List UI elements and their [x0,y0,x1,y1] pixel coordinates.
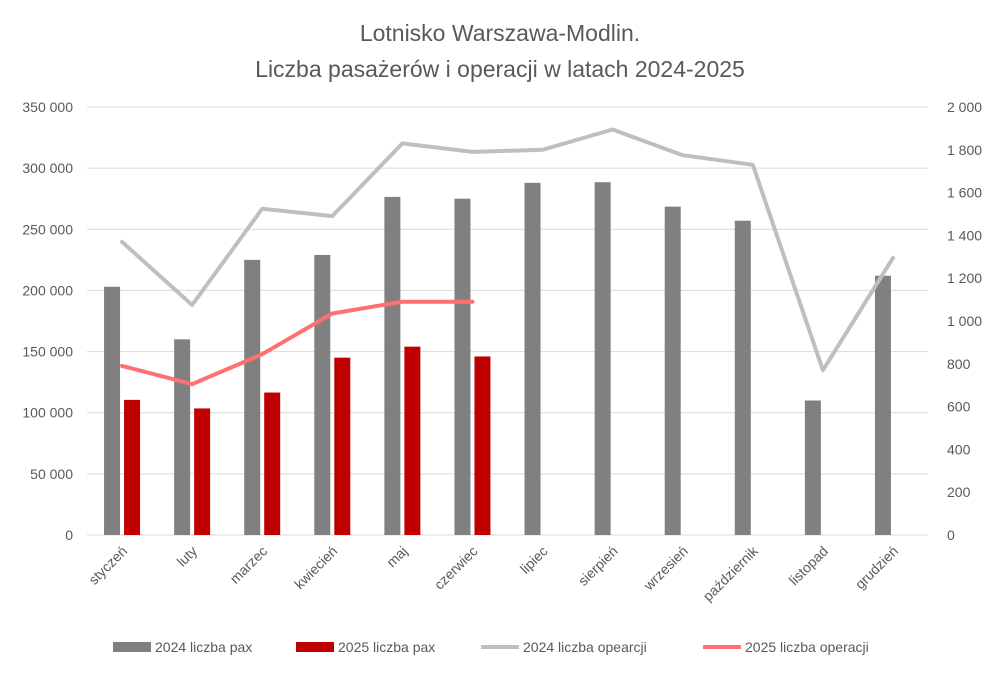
gridlines [87,106,928,536]
x-tick-label: sierpień [575,543,621,589]
bar [124,399,141,535]
left-tick-label: 250 000 [22,221,73,237]
right-axis-ticks: 0 200 400 600 800 1 000 1 200 1 400 1 600 1 800 2 … [947,99,982,543]
right-tick-label: 800 [947,356,971,372]
x-tick-label: grudzień [852,543,901,592]
legend-label: 2024 liczba opearcji [523,639,647,655]
x-tick-label: maj [383,543,410,570]
line-marks [120,127,895,387]
right-tick-label: 0 [947,527,955,543]
bar [874,275,891,535]
chart-title-line-1: Lotnisko Warszawa-Modlin. [360,20,640,46]
legend-swatch [296,642,334,652]
legend-label: 2025 liczba pax [338,639,435,655]
chart-title-line-2: Liczba pasażerów i operacji w latach 202… [255,56,745,82]
x-tick-label: kwiecień [291,543,340,592]
series-line [120,299,475,387]
legend-label: 2025 liczba operacji [745,639,869,655]
right-tick-label: 2 000 [947,99,982,115]
bar [334,357,351,535]
bar [314,254,331,536]
x-tick-label: marzec [227,543,271,587]
legend: 2024 liczba pax 2025 liczba pax 2024 liczb… [113,639,869,655]
legend-label: 2024 liczba pax [155,639,252,655]
left-tick-label: 50 000 [30,466,73,482]
bar [244,259,261,535]
bar [174,339,191,535]
bar [454,198,471,535]
right-tick-label: 400 [947,441,971,457]
left-tick-label: 300 000 [22,160,73,176]
right-tick-label: 1 800 [947,142,982,158]
left-tick-label: 350 000 [22,99,73,115]
x-tick-label: luty [174,543,201,570]
bar [194,408,211,535]
left-tick-label: 200 000 [22,282,73,298]
right-tick-label: 1 600 [947,185,982,201]
bar [104,286,121,535]
left-axis-ticks: 0 50 000 100 000 150 000 200 000 250 000 300 0… [22,99,73,543]
x-tick-label: listopad [786,543,831,588]
bar [384,196,401,535]
bar [474,356,491,535]
bar [594,182,611,535]
x-tick-label: lipiec [517,543,551,577]
bar [404,346,421,535]
left-tick-label: 100 000 [22,405,73,421]
bar-marks [104,182,891,536]
bar [734,220,751,535]
x-axis-ticks: styczeń luty marzec kwiecień maj czerwiec lipi… [85,542,901,604]
right-tick-label: 1 400 [947,227,982,243]
bar [524,182,541,535]
legend-swatch [113,642,151,652]
x-tick-label: wrzesień [640,543,691,594]
right-tick-label: 1 000 [947,313,982,329]
left-tick-label: 150 000 [22,344,73,360]
right-tick-label: 1 200 [947,270,982,286]
bar [264,392,281,535]
bar [664,206,681,536]
x-tick-label: październik [700,542,762,604]
left-tick-label: 0 [65,527,73,543]
right-tick-label: 200 [947,484,971,500]
series-line [120,127,895,373]
bar [804,400,821,535]
x-tick-label: styczeń [85,543,130,588]
right-tick-label: 600 [947,399,971,415]
x-tick-label: czerwiec [431,543,481,593]
